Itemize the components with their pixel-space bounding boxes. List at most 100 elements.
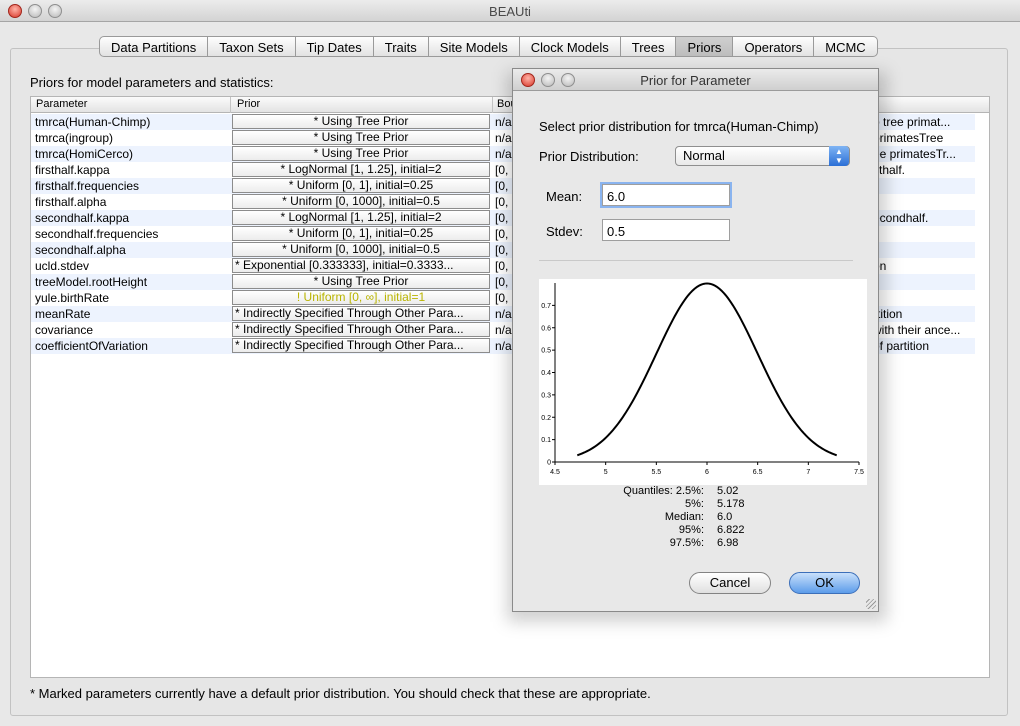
stdev-input[interactable] xyxy=(602,219,730,241)
distribution-select[interactable]: Normal ▲ ▼ xyxy=(675,146,850,166)
column-header-bound[interactable]: Bou xyxy=(497,98,517,110)
table-row[interactable]: firsthalf.alpha * Uniform [0, 1000], init… xyxy=(31,194,975,210)
prior-button[interactable]: * Using Tree Prior xyxy=(232,114,490,129)
prior-button[interactable]: * Using Tree Prior xyxy=(232,274,490,289)
zoom-window-icon[interactable] xyxy=(48,4,62,18)
tab-taxon-sets[interactable]: Taxon Sets xyxy=(208,37,296,56)
chart-background xyxy=(539,279,867,485)
x-tick-label: 5.5 xyxy=(651,469,661,476)
dialog-zoom-icon[interactable] xyxy=(561,73,575,87)
parameter-cell: treeModel.rootHeight xyxy=(35,275,148,289)
x-tick-label: 5 xyxy=(604,469,608,476)
tab-data-partitions[interactable]: Data Partitions xyxy=(100,37,209,56)
bound-cell: [0, xyxy=(495,195,509,209)
quantile-value: 5.02 xyxy=(717,485,739,497)
tab-site-models[interactable]: Site Models xyxy=(429,37,520,56)
quantile-value: 6.0 xyxy=(717,511,733,523)
prior-button[interactable]: * Uniform [0, 1], initial=0.25 xyxy=(232,178,490,193)
bound-cell: n/a xyxy=(495,339,512,353)
minimize-window-icon[interactable] xyxy=(28,4,42,18)
close-window-icon[interactable] xyxy=(8,4,22,18)
ok-button[interactable]: OK xyxy=(789,572,860,594)
prior-button[interactable]: * Exponential [0.333333], initial=0.3333… xyxy=(232,258,490,273)
description-cell: of partition xyxy=(873,339,930,353)
tab-priors[interactable]: Priors xyxy=(676,37,734,56)
bound-cell: [0, xyxy=(495,163,509,177)
tab-traits[interactable]: Traits xyxy=(374,37,429,56)
bound-cell: n/a xyxy=(495,115,512,129)
column-header-parameter[interactable]: Parameter xyxy=(36,98,88,110)
table-row[interactable]: firsthalf.kappa * LogNormal [1, 1.25], in… xyxy=(31,162,975,178)
table-row[interactable]: yule.birthRate ! Uniform [0, ∞], initial=… xyxy=(31,290,975,306)
column-header-prior[interactable]: Prior xyxy=(237,98,261,110)
y-tick-label: 0.4 xyxy=(541,370,551,377)
tab-mcmc[interactable]: MCMC xyxy=(825,40,866,55)
parameter-cell: firsthalf.kappa xyxy=(35,163,110,177)
x-tick-label: 4.5 xyxy=(550,469,560,476)
description-cell: with their ance... xyxy=(873,323,961,337)
parameter-cell: coefficientOfVariation xyxy=(35,339,148,353)
bound-cell: n/a xyxy=(495,131,512,145)
prior-button[interactable]: * LogNormal [1, 1.25], initial=2 xyxy=(232,162,490,177)
resize-grip-icon[interactable] xyxy=(866,599,876,609)
prior-button[interactable]: * Using Tree Prior xyxy=(232,146,490,161)
window-titlebar: BEAUti xyxy=(0,0,1020,22)
quantile-label: Median: xyxy=(664,511,704,523)
y-tick-label: 0.5 xyxy=(541,348,551,355)
x-tick-label: 7.5 xyxy=(854,469,864,476)
prior-button[interactable]: * Indirectly Specified Through Other Par… xyxy=(232,338,490,353)
tab-tip-dates[interactable]: Tip Dates xyxy=(296,37,374,56)
cancel-button[interactable]: Cancel xyxy=(689,572,771,594)
distribution-chart: 4.5 5 5.5 6 6.5 7 7.5 0 0.1 0.2 0.3 0.4 0.5 0.6 0.7 xyxy=(539,279,867,485)
window-title: BEAUti xyxy=(489,4,531,19)
y-tick-label: 0 xyxy=(547,460,551,467)
dialog-close-icon[interactable] xyxy=(521,73,535,87)
parameter-cell: meanRate xyxy=(35,307,91,321)
quantile-label: 95%: xyxy=(678,524,704,536)
bound-cell: [0, xyxy=(495,291,509,305)
prior-button[interactable]: * Uniform [0, 1], initial=0.25 xyxy=(232,226,490,241)
tab-bar: Data Partitions Taxon Sets Tip Dates Tra… xyxy=(99,36,878,57)
tab-trees[interactable]: Trees xyxy=(621,37,677,56)
prior-button[interactable]: * Uniform [0, 1000], initial=0.5 xyxy=(232,194,490,209)
parameter-cell: yule.birthRate xyxy=(35,291,110,305)
bound-cell: [0, xyxy=(495,275,509,289)
distribution-select-value: Normal xyxy=(683,148,725,163)
y-tick-label: 0.6 xyxy=(541,325,551,332)
dialog-prompt: Select prior distribution for tmrca(Huma… xyxy=(539,119,819,134)
bound-cell: [0, xyxy=(495,259,509,273)
parameter-cell: covariance xyxy=(35,323,94,337)
tab-operators[interactable]: Operators xyxy=(733,37,815,56)
prior-button[interactable]: ! Uniform [0, ∞], initial=1 xyxy=(232,290,490,305)
description-cell: rtition xyxy=(873,307,903,321)
tab-clock-models[interactable]: Clock Models xyxy=(520,37,621,56)
prior-button[interactable]: * LogNormal [1, 1.25], initial=2 xyxy=(232,210,490,225)
table-row[interactable]: secondhalf.frequencies * Uniform [0, 1], … xyxy=(31,226,975,242)
prior-button[interactable]: * Indirectly Specified Through Other Par… xyxy=(232,306,490,321)
parameter-cell: secondhalf.kappa xyxy=(35,211,130,225)
dialog-minimize-icon[interactable] xyxy=(541,73,555,87)
table-row[interactable]: tmrca(ingroup) * Using Tree Prior n/a prima… xyxy=(31,130,975,146)
table-row[interactable]: covariance * Indirectly Specified Through… xyxy=(31,322,975,338)
select-arrows-icon: ▲ ▼ xyxy=(829,146,849,166)
bound-cell: [0, xyxy=(495,243,509,257)
quantile-label: Quantiles: 2.5%: xyxy=(623,485,704,497)
prior-button[interactable]: * Using Tree Prior xyxy=(232,130,490,145)
x-tick-label: 6.5 xyxy=(753,469,763,476)
parameter-cell: secondhalf.frequencies xyxy=(35,227,159,241)
bound-cell: [0, xyxy=(495,211,509,225)
prior-button[interactable]: * Indirectly Specified Through Other Par… xyxy=(232,322,490,337)
stdev-label: Stdev: xyxy=(546,224,583,239)
mean-input[interactable] xyxy=(602,184,730,206)
y-tick-label: 0.7 xyxy=(541,303,551,310)
parameter-cell: ucld.stdev xyxy=(35,259,90,273)
quantile-value: 6.98 xyxy=(717,537,739,549)
y-tick-label: 0.2 xyxy=(541,415,551,422)
quantile-value: 6.822 xyxy=(717,524,745,536)
quantile-value: 5.178 xyxy=(717,498,745,510)
panel-heading: Priors for model parameters and statisti… xyxy=(30,75,274,90)
description-cell: sthalf. xyxy=(873,163,906,177)
prior-button[interactable]: * Uniform [0, 1000], initial=0.5 xyxy=(232,242,490,257)
bound-cell: [0, xyxy=(495,179,509,193)
parameter-cell: firsthalf.alpha xyxy=(35,195,107,209)
